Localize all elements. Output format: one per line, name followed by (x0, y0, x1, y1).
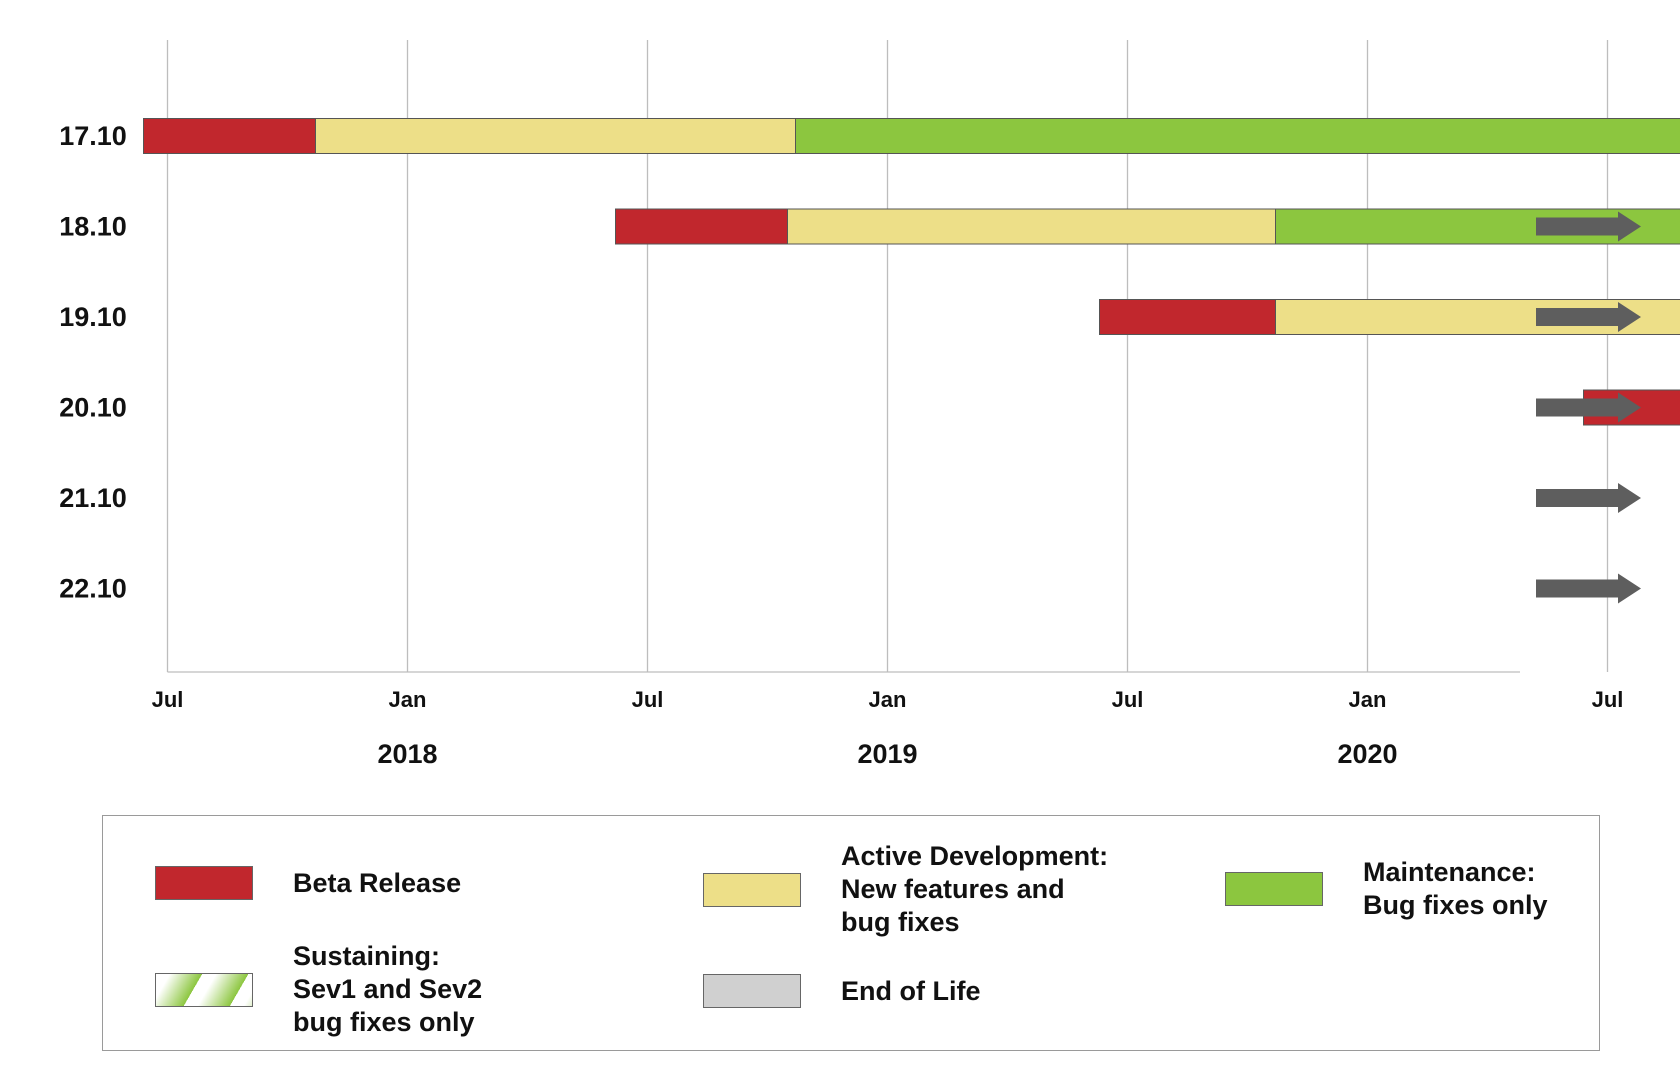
x-tick-label: Jul (152, 687, 184, 712)
legend-beta: Beta Release (155, 866, 461, 900)
x-tick-label: Jul (632, 687, 664, 712)
legend-label-active-line1: Active Development: (841, 841, 1109, 871)
legend-swatch-sustaining (155, 972, 253, 1007)
year-label: 2019 (857, 739, 917, 769)
legend-label-maintenance-line1: Maintenance: (1363, 857, 1536, 887)
release-label: 21.10 (59, 483, 127, 513)
release-label: 17.10 (59, 121, 127, 151)
legend-label-maintenance-line2: Bug fixes only (1363, 890, 1548, 920)
bar-segment-active (787, 208, 1276, 245)
legend-label-sustaining-line2: Sev1 and Sev2 (293, 974, 483, 1004)
bar-segment-beta (1099, 299, 1276, 335)
continuation-arrows (1536, 211, 1641, 604)
bar-segment-active (315, 118, 796, 154)
x-tick-label: Jan (1349, 687, 1387, 712)
legend-eol: End of Life (703, 974, 980, 1008)
legend-swatch-maintenance (1225, 872, 1323, 906)
legend-label-active-line3: bug fixes (841, 907, 960, 937)
legend-swatch-active (703, 872, 801, 907)
legend-maintenance: Maintenance: Bug fixes only (1225, 856, 1548, 922)
x-tick-label: Jan (869, 687, 907, 712)
continues-arrow-icon (1536, 483, 1641, 513)
continues-arrow-icon (1536, 302, 1641, 332)
legend-label-sustaining-line1: Sustaining: (293, 941, 440, 971)
legend-label-active-line2: New features and (841, 874, 1065, 904)
continues-arrow-icon (1536, 211, 1641, 242)
legend-label-eol: End of Life (841, 975, 981, 1006)
release-bars (143, 118, 1680, 426)
year-label: 2020 (1337, 739, 1397, 769)
release-label: 22.10 (59, 574, 127, 604)
bar-segment-beta (143, 118, 316, 154)
legend-swatch-eol (703, 974, 801, 1008)
legend-sustaining: Sustaining: Sev1 and Sev2 bug fixes only (155, 940, 482, 1039)
legend: Beta Release Active Development: New fea… (102, 815, 1600, 1051)
release-timeline-chart: JulJanJulJanJulJanJulJanJulJanJulJan2018… (59, 40, 1680, 769)
x-axis: JulJanJulJanJulJanJulJanJulJanJulJan2018… (152, 671, 1624, 769)
x-tick-label: Jul (1112, 687, 1144, 712)
x-tick-label: Jan (389, 687, 427, 712)
x-tick-label: Jul (1592, 687, 1624, 712)
continues-arrow-icon (1536, 573, 1641, 604)
release-label: 19.10 (59, 302, 127, 332)
legend-swatch-beta (155, 866, 253, 900)
release-label: 20.10 (59, 393, 127, 423)
continues-arrow-icon (1536, 392, 1641, 423)
bar-segment-maintenance (795, 118, 1680, 154)
legend-active: Active Development: New features and bug… (703, 840, 1108, 939)
legend-label-sustaining-line3: bug fixes only (293, 1007, 475, 1037)
release-labels: 17.10 18.10 19.10 20.10 21.10 22.10 (59, 121, 127, 604)
legend-label-beta: Beta Release (293, 867, 462, 898)
year-label: 2018 (377, 739, 437, 769)
bar-segment-beta (615, 208, 788, 245)
release-label: 18.10 (59, 212, 127, 242)
